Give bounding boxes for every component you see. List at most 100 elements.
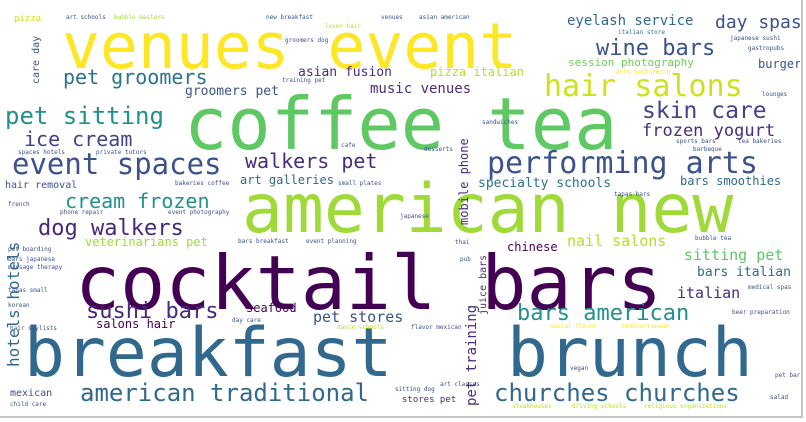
word: training pet [282,77,326,84]
word: dog walkers [38,216,184,241]
word: social flavor [550,323,597,330]
word: tea bakeries [738,138,782,145]
word: cafe [341,142,356,149]
word: event photography [168,209,230,216]
word: asian american [419,14,470,21]
word: salad [770,394,789,401]
word: dance schools [337,324,384,331]
word: american new [242,170,734,249]
word: pub [460,256,471,263]
word: pet sitting [5,102,164,130]
word: nail salons [567,232,667,250]
word: bubble tea [695,235,732,242]
word: small plates [338,180,382,187]
word: thai [455,239,470,246]
word: ice cream [24,127,133,151]
word: arts performing [616,69,671,76]
word: session photography [568,56,694,69]
word: barbeque [693,146,722,153]
word: french [8,201,30,208]
word: medical spas [748,284,792,291]
word: groomers dog [285,37,329,44]
word: day spas [715,12,800,33]
word: bars breakfast [238,238,289,245]
word: pizza italian [430,65,524,79]
word: day care [232,317,261,324]
word: bars italian [697,265,791,280]
word: tapas bars [614,191,651,198]
word: italian store [618,29,665,36]
word: desserts [424,146,453,153]
word: japanese sushi [730,35,781,42]
word: walkers pet [245,149,378,173]
word: juice bars [478,254,489,315]
word: bakeries coffee [175,180,230,187]
word: italian [677,284,741,302]
word: spaces hotels [18,149,65,156]
word: bubble masters [114,14,165,21]
word: burgers [758,57,800,71]
word: brunch [507,314,753,393]
word: bars japanese [8,256,55,263]
word: art classes [440,381,480,388]
word: asian fusion [298,65,392,80]
word: venues event [62,10,518,83]
word: performing arts [487,146,758,181]
word: flavor mexican [411,324,462,331]
word: phone repair [60,209,104,216]
word: pet training [464,304,480,406]
word: event planning [306,238,357,245]
word: mediterranean [622,323,669,330]
word: vegan [570,365,589,372]
word: japanese [400,213,429,220]
word: art schools [66,14,106,21]
word: specialty schools [478,176,612,191]
word: religious organizations [644,403,728,410]
word: private tutors [96,149,147,156]
word: beer preparation [732,309,790,316]
word-cloud: venues event coffee tea american new coc… [4,10,800,410]
word: new breakfast [266,14,313,21]
word: seafood [246,301,297,315]
word: sandwiches [482,119,519,126]
word: sports bars [676,138,716,145]
word: veterinarians pet [85,235,208,249]
word: mobile phone [457,138,471,225]
word: gastropubs [748,45,785,52]
word: american traditional [80,379,369,407]
word: korean [8,302,30,309]
word: mexican [10,388,53,399]
word: churches churches [494,379,740,407]
word: chinese [507,240,558,254]
word: sushi bars [86,299,219,324]
word: art galleries [240,173,334,187]
word: groomers pet [185,84,279,99]
word: coffee tea [184,82,618,166]
word: massage therapy [8,264,63,271]
word: venues [381,14,403,21]
word: pizza [14,14,42,24]
word: wine bars [596,36,716,61]
word: lover hair [325,23,362,30]
word: hair salons [544,69,743,104]
word: pet groomers [63,65,208,89]
word: breakfast [24,314,393,393]
word: music venues [370,81,472,97]
word: salons hair [96,317,176,331]
word: stores pet [402,395,457,405]
word: bars smoothies [680,174,782,188]
word: sitting pet [684,246,784,264]
word: lounges [762,91,788,98]
word: child care [10,401,47,408]
word: hair stylists [10,325,57,332]
word: skin care [642,98,767,124]
word: tapas small [8,287,48,294]
word: sitting dog [395,386,435,393]
word: cocktail bars [75,239,662,327]
word: frozen yogurt [642,121,776,141]
word: eyelash service [567,13,694,29]
word: cream frozen [65,189,210,213]
word: pet bars [775,372,800,379]
word: event spaces [12,147,222,181]
